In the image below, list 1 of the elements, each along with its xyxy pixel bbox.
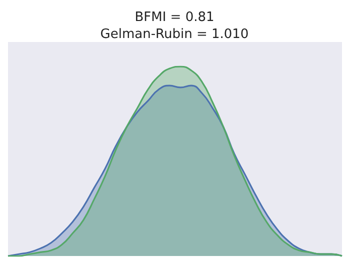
chart-title: BFMI = 0.81 Gelman-Rubin = 1.010 bbox=[100, 10, 249, 42]
